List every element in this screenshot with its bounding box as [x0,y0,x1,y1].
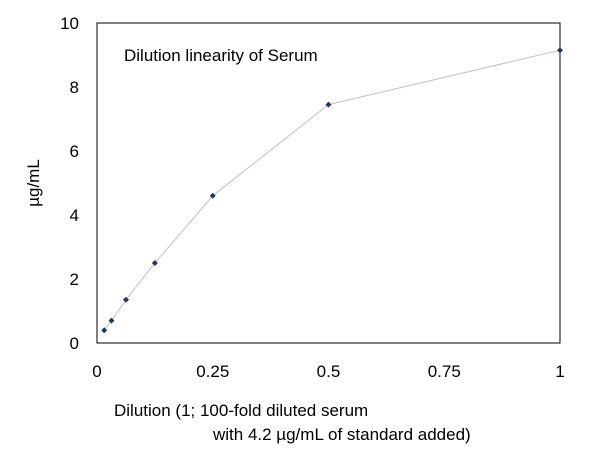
chart-title: Dilution linearity of Serum [124,46,318,65]
data-point [122,296,129,303]
data-point [151,260,158,266]
plot-area-frame [96,22,561,344]
series-layer [101,47,563,334]
y-tick-label: 10 [60,14,79,33]
x-tick-label: 0.25 [196,362,229,381]
y-tick-label: 8 [70,78,79,97]
y-tick-label: 0 [70,334,79,353]
x-axis-title-line1: Dilution (1; 100-fold diluted serum [114,401,368,420]
data-point [325,101,332,108]
data-point [108,317,115,324]
x-tick-label: 1 [555,362,564,381]
series-line [103,49,561,331]
data-point [209,192,216,199]
y-axis-title: µg/mL [24,159,43,207]
x-tick-label: 0.5 [317,362,341,381]
y-tick-label: 6 [70,142,79,161]
data-point [101,327,108,334]
x-axis-title-line2: with 4.2 µg/mL of standard added) [212,425,471,444]
x-tick-label: 0 [92,362,101,381]
y-tick-labels: 0 2 4 6 8 10 [60,14,79,353]
x-tick-labels: 0 0.25 0.5 0.75 1 [92,362,564,381]
x-tick-label: 0.75 [428,362,461,381]
y-tick-label: 4 [70,206,79,225]
data-point [557,47,563,54]
y-tick-label: 2 [70,270,79,289]
